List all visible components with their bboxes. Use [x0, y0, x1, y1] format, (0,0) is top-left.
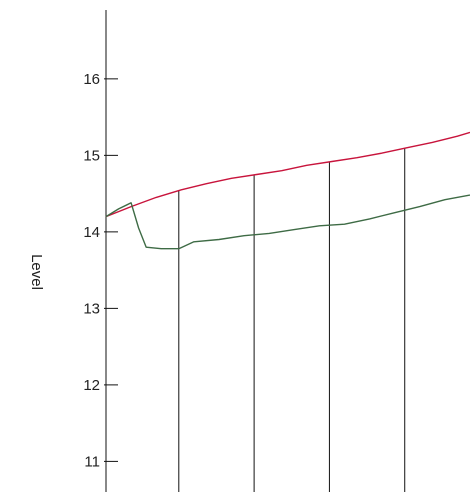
y-tick-label: 11 [84, 453, 100, 470]
y-tick-label: 14 [83, 224, 100, 241]
y-axis-title: Level [28, 254, 45, 290]
vertical-reference-lines [179, 148, 405, 492]
series-line-green [106, 195, 470, 249]
y-tick-label: 16 [83, 71, 100, 88]
y-tick-label: 12 [83, 377, 100, 394]
y-tick-label: 15 [83, 147, 100, 164]
y-axis-ticks: 11 12 13 14 15 16 [83, 71, 118, 471]
y-tick-label: 13 [83, 300, 100, 317]
series-line-red [106, 132, 470, 216]
series-lines [106, 132, 470, 248]
